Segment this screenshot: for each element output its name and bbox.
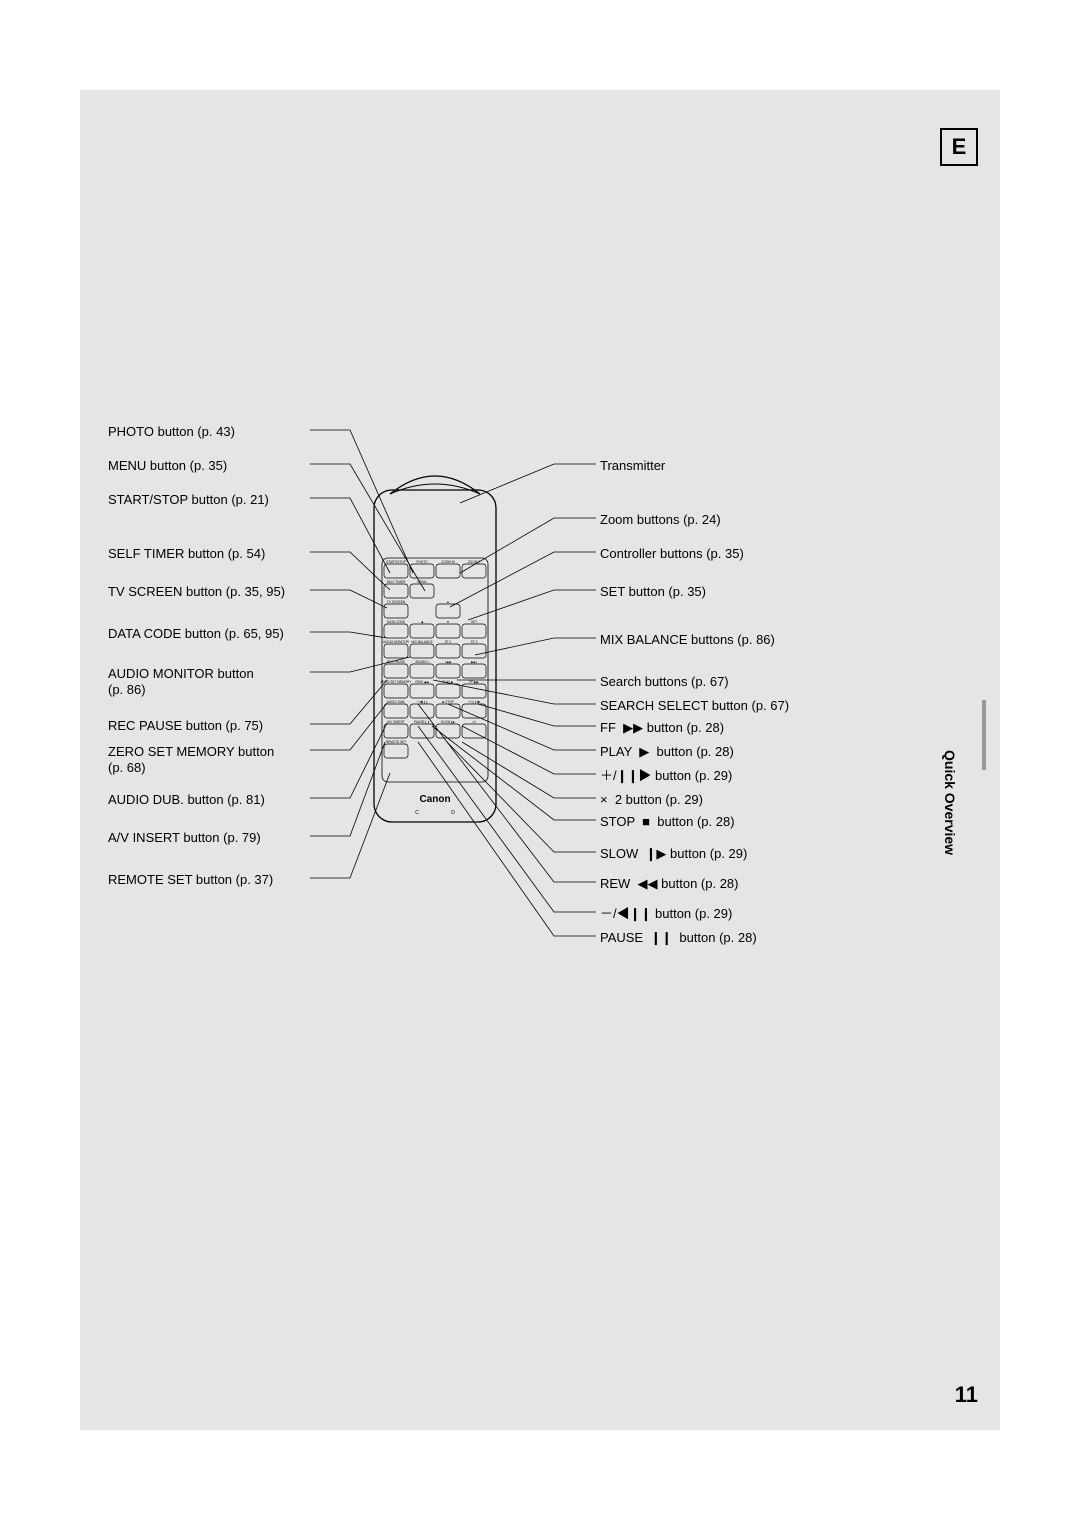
svg-text:REW ◀◀: REW ◀◀ [415, 680, 429, 684]
svg-text:REC PAUSE: REC PAUSE [387, 660, 405, 664]
right-label-1: Zoom buttons (p. 24) [600, 512, 860, 528]
left-label-1: MENU button (p. 35) [108, 458, 323, 474]
left-label-11: REMOTE SET button (p. 37) [108, 872, 323, 888]
svg-text:▼: ▼ [446, 620, 449, 624]
svg-text:ZERO SET MEMORY: ZERO SET MEMORY [380, 680, 412, 684]
left-label-9: AUDIO DUB. button (p. 81) [108, 792, 323, 808]
svg-text:DATA CODE: DATA CODE [387, 620, 405, 624]
svg-text:MIX BALANCE: MIX BALANCE [411, 640, 432, 644]
svg-text:▲: ▲ [446, 600, 449, 604]
left-label-7: REC PAUSE button (p. 75) [108, 718, 323, 734]
left-label-5: DATA CODE button (p. 65, 95) [108, 626, 323, 642]
svg-text:PHOTO: PHOTO [416, 560, 428, 564]
left-label-3: SELF TIMER button (p. 54) [108, 546, 323, 562]
svg-text:AUDIO DUB.: AUDIO DUB. [387, 700, 406, 704]
right-label-3: SET button (p. 35) [600, 584, 860, 600]
right-label-2: Controller buttons (p. 35) [600, 546, 860, 562]
svg-text:▶▶|: ▶▶| [471, 660, 477, 664]
svg-text:SLOW❙▶: SLOW❙▶ [441, 720, 456, 724]
right-label-0: Transmitter [600, 458, 860, 474]
right-label-12: SLOW ❙▶ button (p. 29) [600, 846, 860, 862]
svg-text:ZOOM W: ZOOM W [441, 560, 454, 564]
side-tab-label: Quick Overview [942, 750, 958, 855]
svg-text:TV SCREEN: TV SCREEN [387, 600, 406, 604]
right-label-9: ＋/❙❙▶ button (p. 29) [600, 768, 860, 784]
svg-text:ZOOM T: ZOOM T [468, 560, 480, 564]
right-label-4: MIX BALANCE buttons (p. 86) [600, 632, 860, 648]
remote-controller: START/STOP PHOTO ZOOM W ZOOM T SELF TIMER MEN… [370, 450, 500, 830]
svg-text:FF ▶▶: FF ▶▶ [469, 680, 479, 684]
right-label-15: PAUSE ❙❙ button (p. 28) [600, 930, 860, 946]
svg-text:MENU: MENU [417, 580, 427, 584]
svg-text:A/V INSERT: A/V INSERT [387, 720, 405, 724]
svg-text:PLAY ▶: PLAY ▶ [442, 680, 454, 684]
left-label-2: START/STOP button (p. 21) [108, 492, 323, 508]
svg-text:◀: ◀ [421, 620, 424, 624]
svg-text:SELF TIMER: SELF TIMER [387, 580, 406, 584]
left-label-10: A/V INSERT button (p. 79) [108, 830, 323, 846]
page-number: 11 [955, 1382, 978, 1408]
svg-text:ST-1: ST-1 [445, 640, 452, 644]
svg-text:|◀◀: |◀◀ [445, 660, 451, 664]
svg-text:■ STOP: ■ STOP [442, 700, 453, 704]
right-label-5: Search buttons (p. 67) [600, 674, 860, 690]
left-label-0: PHOTO button (p. 43) [108, 424, 323, 440]
svg-text:×2: ×2 [472, 720, 476, 724]
left-label-8: ZERO SET MEMORY button (p. 68) [108, 744, 323, 776]
right-label-11: STOP ■ button (p. 28) [600, 814, 860, 830]
right-label-10: × 2 button (p. 29) [600, 792, 860, 808]
language-box: E [940, 128, 978, 166]
svg-text:AUDIO MONITOR: AUDIO MONITOR [383, 640, 410, 644]
svg-text:PAUSE❙❙: PAUSE❙❙ [414, 720, 430, 724]
side-tab: Quick Overview [956, 710, 986, 890]
right-label-7: FF ▶▶ button (p. 28) [600, 720, 860, 736]
svg-text:START/STOP: START/STOP [386, 560, 406, 564]
right-label-13: REW ◀◀ button (p. 28) [600, 876, 860, 892]
svg-text:SET: SET [471, 620, 477, 624]
right-label-14: －/◀❙❙ button (p. 29) [600, 906, 860, 922]
svg-text:C: C [415, 810, 419, 816]
svg-text:REMOTE SET: REMOTE SET [386, 740, 407, 744]
svg-text:Canon: Canon [419, 794, 450, 805]
left-label-4: TV SCREEN button (p. 35, 95) [108, 584, 323, 600]
svg-text:ST-2: ST-2 [471, 640, 478, 644]
svg-text:SEARCH: SEARCH [415, 660, 429, 664]
svg-text:＋/❙❙▶: ＋/❙❙▶ [468, 700, 481, 704]
svg-text:－/◀❙❙: －/◀❙❙ [416, 700, 429, 704]
left-label-6: AUDIO MONITOR button (p. 86) [108, 666, 323, 698]
diagram-page: E Quick Overview 11 START/STOP PHOTO ZOOM … [80, 90, 1000, 1430]
svg-text:D: D [451, 810, 455, 816]
right-label-6: SEARCH SELECT button (p. 67) [600, 698, 860, 714]
right-label-8: PLAY ▶ button (p. 28) [600, 744, 860, 760]
